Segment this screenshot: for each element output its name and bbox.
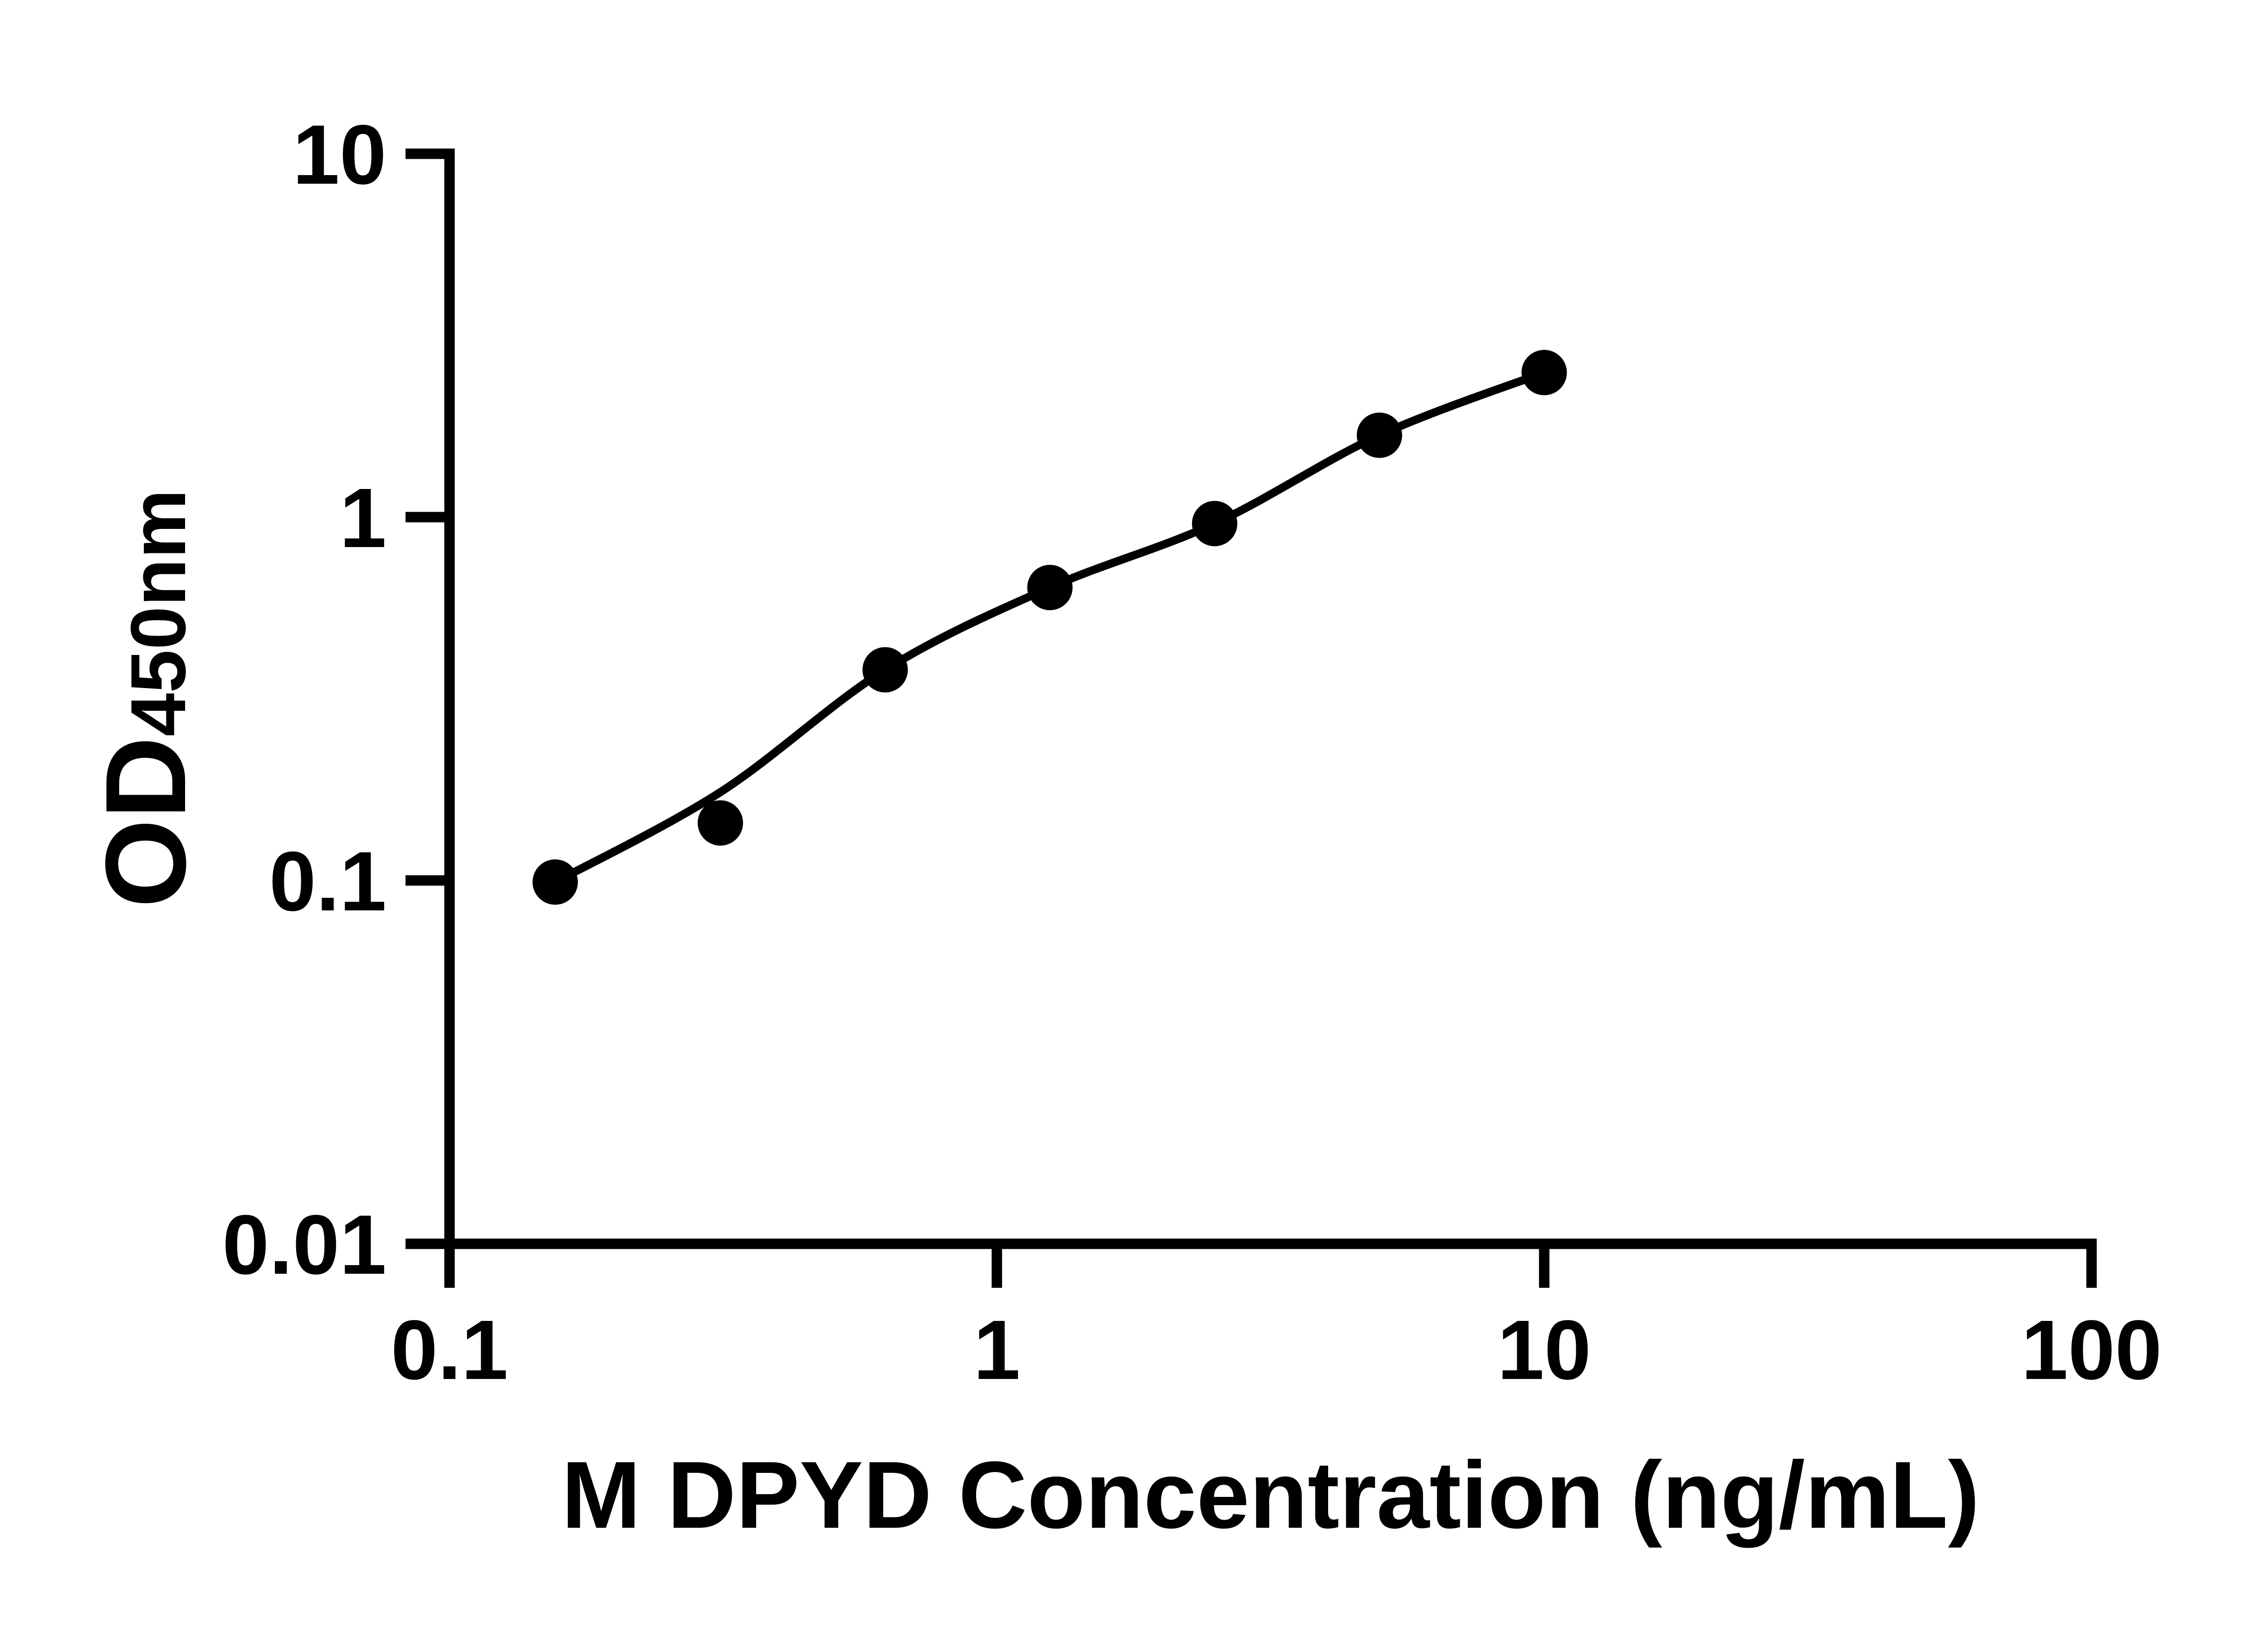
data-point-x-1.25	[1027, 565, 1073, 611]
y-axis-title-sub: 450nm	[115, 489, 202, 737]
y-tick-label-1: 1	[340, 471, 386, 565]
data-point-x-10	[1521, 350, 1567, 396]
series-standard-curve	[533, 350, 1567, 905]
y-axis-title-main: OD	[82, 736, 210, 908]
y-axis-ticks	[406, 148, 450, 1249]
x-axis-title: M DPYD Concentration (ng/mL)	[562, 1442, 1980, 1548]
y-tick-label-10: 10	[293, 108, 386, 202]
x-tick-label-0.1: 0.1	[391, 1303, 508, 1397]
data-point-x-0.3125	[698, 800, 743, 846]
x-tick-label-1: 1	[973, 1303, 1020, 1397]
y-tick-label-0.01: 0.01	[222, 1198, 386, 1292]
y-axis-tick-labels: 0.01 0.1 1 10	[222, 108, 386, 1292]
data-point-x-0.625	[862, 647, 908, 693]
y-tick-label-0.1: 0.1	[269, 835, 386, 929]
data-point-x-2.5	[1192, 501, 1237, 547]
data-point-x-5	[1357, 412, 1403, 458]
x-tick-label-10: 10	[1497, 1303, 1591, 1397]
data-point-x-0.156	[533, 859, 578, 905]
y-axis-title: OD450nm	[82, 489, 210, 908]
x-axis-ticks	[444, 1244, 2097, 1288]
x-tick-label-100: 100	[2021, 1303, 2162, 1397]
x-axis-tick-labels: 0.1 1 10 100	[391, 1303, 2162, 1397]
